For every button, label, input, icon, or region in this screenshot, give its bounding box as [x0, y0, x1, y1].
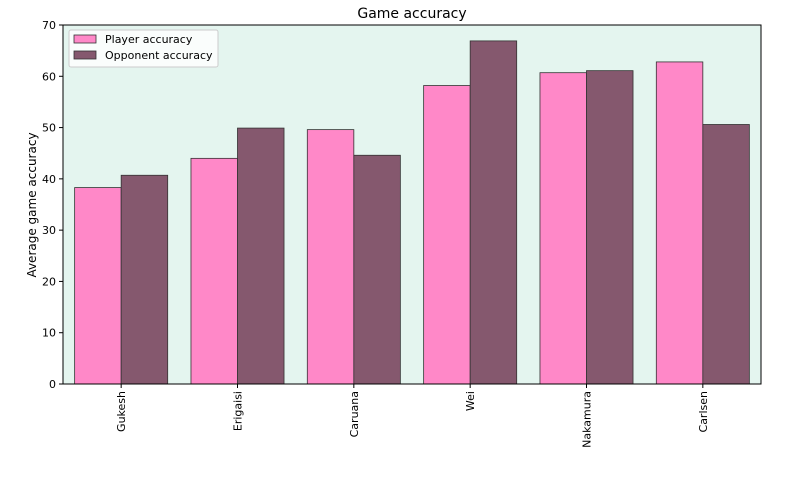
bar-opponent-caruana [353, 154, 401, 385]
legend-box [68, 29, 219, 68]
x-tick-label: Wei [464, 391, 477, 411]
bar-player-carlsen [655, 61, 704, 385]
x-tick-label: Carlsen [697, 391, 710, 432]
y-tick-label: 10 [42, 327, 56, 340]
legend: Player accuracy Opponent accuracy [68, 29, 219, 68]
bar-opponent-nakamura [586, 70, 634, 385]
legend-label: Player accuracy [105, 33, 193, 46]
legend-swatch [73, 34, 97, 44]
legend-swatch [73, 50, 97, 60]
y-tick-label: 0 [49, 378, 56, 391]
x-tick-label: Gukesh [115, 391, 128, 432]
bar-player-erigaisi [190, 157, 238, 385]
bar-player-gukesh [74, 187, 122, 385]
bar-opponent-erigaisi [237, 127, 285, 385]
y-tick-label: 30 [42, 224, 56, 237]
y-tick-label: 50 [42, 122, 56, 135]
bar-player-wei [423, 85, 471, 385]
legend-label: Opponent accuracy [105, 49, 213, 62]
y-axis-label: Average game accuracy [25, 132, 39, 277]
bar-opponent-gukesh [120, 174, 169, 385]
bar-opponent-carlsen [702, 124, 750, 385]
plot-area [63, 25, 761, 384]
x-tick-label: Erigaisi [232, 391, 245, 431]
y-tick-label: 20 [42, 275, 56, 288]
x-tick-label: Caruana [348, 391, 361, 437]
bar-player-caruana [306, 129, 355, 385]
x-tick-label: Nakamura [581, 391, 594, 448]
y-tick-label: 70 [42, 19, 56, 32]
y-tick-label: 40 [42, 173, 56, 186]
bar-opponent-wei [469, 40, 518, 385]
bar-player-nakamura [539, 72, 587, 385]
plot-frame [62, 24, 762, 385]
y-tick-label: 60 [42, 70, 56, 83]
chart-title: Game accuracy [357, 6, 466, 22]
